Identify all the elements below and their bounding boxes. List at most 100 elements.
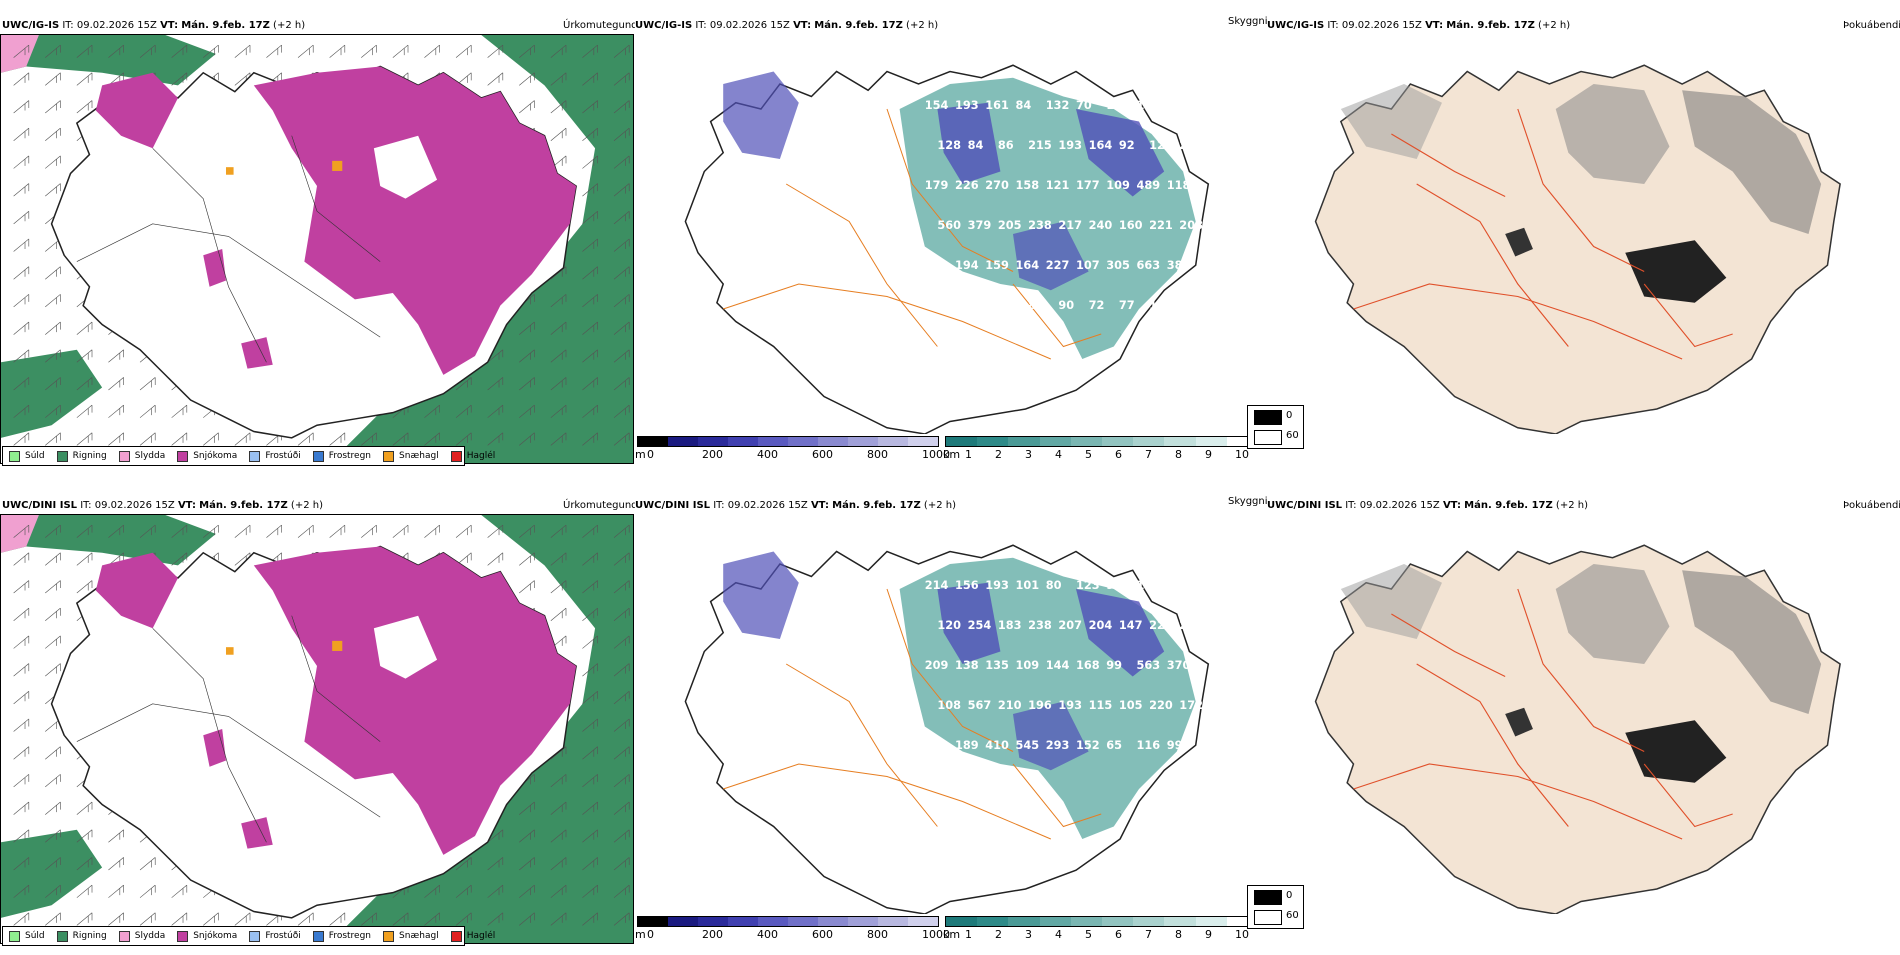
fog-map[interactable] [1265, 34, 1897, 434]
cloud-base-value: 94 [1106, 579, 1122, 592]
cloud-base-value: 560 [937, 219, 961, 232]
legend-item: Snjókoma [177, 450, 237, 462]
cloud-base-value: 189 [955, 739, 979, 752]
visibility-tick: 1 [965, 928, 972, 941]
cloud-base-value: 128 [937, 139, 961, 152]
cloud-map[interactable]: 214 156 193 101 80 123 94 137 127 120 254 183 238 207… [635, 514, 1265, 914]
colorbar-step [698, 437, 728, 446]
header-text: IT: [1345, 500, 1357, 511]
fog-map[interactable] [1265, 514, 1897, 914]
cloud-base-value: 80 [1046, 579, 1062, 592]
visibility-colorbar [945, 436, 1259, 447]
visibility-tick: 5 [1085, 928, 1092, 941]
legend-swatch [118, 930, 130, 942]
panel-title: Skyggni [1228, 496, 1268, 507]
low-cloud-area [1076, 109, 1165, 197]
legend-label: Haglél [466, 451, 496, 461]
fog-legend-swatch [1254, 410, 1282, 425]
legend-swatch [450, 930, 462, 942]
visibility-tick: 2 [995, 448, 1002, 461]
ceiling-colorbar [637, 436, 939, 447]
roads [723, 588, 1102, 840]
colorbar-step [818, 437, 848, 446]
cloud-base-value: 123 [1076, 579, 1100, 592]
colorbar-step [1164, 917, 1196, 926]
cloud-base-value: 147 [1119, 619, 1143, 632]
colorbar-step [728, 437, 758, 446]
colorbar-step [1008, 917, 1040, 926]
cloud-base-value: 379 [968, 219, 992, 232]
legend-item: Snæhagl [383, 450, 439, 462]
fog-shading [1682, 570, 1822, 714]
legend-label: Slydda [134, 451, 166, 461]
dense-fog-area [1625, 240, 1727, 303]
header-text: (+2 h) [1555, 500, 1588, 511]
legend-swatch [9, 450, 20, 462]
visibility-tick: 4 [1055, 448, 1062, 461]
roads [76, 135, 381, 363]
legend-label: Haglél [466, 931, 496, 941]
panel-header: UWC/IG-IS IT: 09.02.2026 15Z VT: Mán. 9.… [2, 20, 305, 31]
cloud-base-value: 109 [1106, 179, 1130, 192]
precip-map[interactable] [0, 514, 634, 944]
roads [723, 108, 1102, 360]
colorbar-step [1008, 437, 1040, 446]
cloud-base-value: 410 [985, 739, 1009, 752]
cloud-base-value: 156 [955, 579, 979, 592]
cloud-base-value: 193 [1058, 699, 1082, 712]
cloud-base-value: 132 [1046, 99, 1070, 112]
ice-pellets-area [225, 647, 234, 655]
cloud-map[interactable]: 154 193 161 84 132 70 166 105 115 128 84 86 215 193 16… [635, 34, 1265, 434]
cloud-base-value: 150 [925, 739, 949, 752]
colorbar-step [848, 917, 878, 926]
rain-area [1, 829, 103, 918]
visibility-tick: 7 [1145, 928, 1152, 941]
precip-legend: Súld Rigning Slydda Snjókoma Frostúði Frostre… [2, 446, 495, 466]
visibility-tick: 10 [1235, 928, 1249, 941]
cloud-base-value: 238 [1028, 219, 1052, 232]
header-text: IT: [695, 20, 707, 31]
panel-header: UWC/DINI ISL IT: 09.02.2026 15Z VT: Mán.… [635, 500, 956, 511]
fog-legend: 0 60 [1247, 885, 1304, 929]
low-cloud-area [723, 551, 799, 639]
header-text: 09.02.2026 15Z [94, 500, 175, 511]
header-text: VT: [1425, 20, 1444, 31]
cloud-base-value: 166 [1106, 99, 1130, 112]
snow-area [241, 337, 273, 369]
dense-fog-area [1625, 720, 1727, 783]
cloud-base-value: 172 [1179, 699, 1203, 712]
legend-label: Súld [25, 931, 45, 941]
panel-title: Úrkomutegund [563, 500, 635, 511]
snow-area [241, 817, 273, 849]
legend-swatch [177, 930, 189, 942]
dense-fog-area [1505, 227, 1533, 257]
header-text: (+2 h) [273, 20, 306, 31]
fog-indicator-panel: UWC/DINI ISL IT: 09.02.2026 15Z VT: Mán.… [1265, 480, 1900, 955]
visibility-unit: km [943, 448, 961, 461]
header-text: VT: [793, 20, 812, 31]
header-text: Mán. 9.feb. 17Z [181, 20, 270, 31]
header-text: (+2 h) [923, 500, 956, 511]
header-text: VT: [1442, 500, 1461, 511]
legend-item: Haglél [450, 450, 496, 462]
legend-swatch [312, 450, 324, 462]
snow-area [253, 66, 577, 375]
fog-shading [1682, 90, 1822, 234]
precip-map[interactable] [0, 34, 634, 464]
cloud-base-value: 220 [1149, 699, 1173, 712]
ceiling-tick: 400 [757, 448, 778, 461]
panel-title: Þokuábendi [1843, 20, 1900, 31]
legend-label: Slydda [134, 931, 166, 941]
ceiling-tick: 0 [647, 448, 654, 461]
colorbar-step [848, 437, 878, 446]
legend-swatch [249, 930, 261, 942]
cloud-base-value: 193 [955, 99, 979, 112]
ceiling-unit: m [635, 928, 646, 941]
legend-label: Súld [25, 451, 45, 461]
cloud-base-value: 238 [1028, 619, 1052, 632]
cloud-base-value: 127 [1167, 579, 1191, 592]
header-text: IT: [713, 500, 725, 511]
visibility-tick: 9 [1205, 928, 1212, 941]
cloud-base-value: 117 [1149, 299, 1173, 312]
colorbar-step [946, 437, 978, 446]
